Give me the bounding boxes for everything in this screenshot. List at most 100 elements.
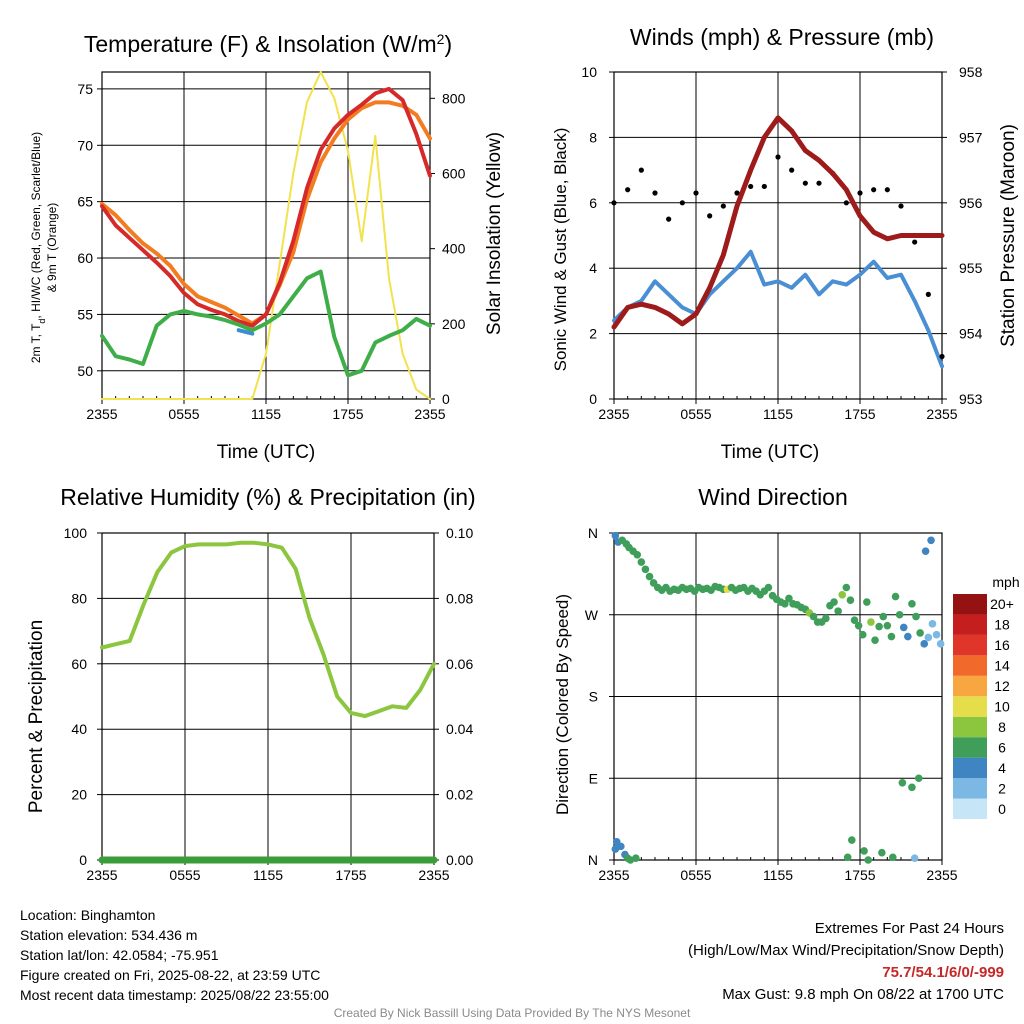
wind-ylabel: Sonic Wind & Gust (Blue, Black)	[551, 128, 570, 372]
wind-y2tick-label: 956	[959, 195, 983, 211]
wind-gust-point	[802, 180, 808, 186]
wdir-title: Wind Direction	[698, 484, 848, 510]
wdir-point	[822, 614, 830, 623]
wdir-point	[891, 592, 900, 601]
wdir-ytick-label: W	[585, 607, 599, 623]
wind-y2label: Station Pressure (Maroon)	[998, 124, 1019, 347]
wdir-point	[860, 847, 868, 855]
wind-gust-point	[939, 353, 945, 360]
extremes-subtitle: (High/Low/Max Wind/Precipitation/Snow De…	[688, 942, 1004, 959]
rh-y2tick-label: 0.00	[446, 852, 473, 868]
wdir-point	[781, 600, 789, 608]
wind-ytick-label: 8	[589, 129, 597, 145]
wind-y2tick-label: 954	[959, 326, 983, 342]
colorbar-swatch	[953, 634, 987, 656]
colorbar-label: 10	[994, 699, 1010, 715]
wdir-xtick-label: 2355	[598, 867, 629, 883]
temp-series-2	[236, 328, 255, 336]
rh-ytick-label: 60	[71, 656, 87, 672]
wdir-point	[850, 616, 859, 624]
temp-y2tick-label: 600	[442, 165, 466, 181]
rh-y2tick-label: 0.10	[446, 525, 473, 541]
rh-y2tick-label: 0.06	[446, 656, 473, 672]
wind-gust-point	[611, 200, 617, 206]
wdir-point	[920, 640, 929, 648]
colorbar-swatch	[953, 778, 987, 799]
extremes-title: Extremes For Past 24 Hours	[814, 920, 1004, 937]
wind-xtick-label: 1155	[763, 406, 793, 422]
temp-y2tick-label: 400	[442, 241, 466, 257]
temp-xtick-label: 2355	[414, 406, 445, 422]
colorbar-label: 20+	[990, 596, 1014, 612]
temp-ytick-label: 60	[77, 250, 93, 266]
wdir-point	[904, 632, 912, 641]
wdir-xtick-label: 2355	[926, 867, 957, 883]
wdir-point	[889, 853, 897, 862]
wind-gust-point	[707, 213, 713, 219]
wdir-point	[875, 622, 883, 631]
wdir-xtick-label: 1755	[844, 867, 875, 883]
wind-xlabel: Time (UTC)	[721, 442, 820, 463]
wind-gust-point	[666, 216, 672, 222]
temp-ytick-label: 55	[77, 306, 93, 322]
wind-ytick-label: 0	[589, 391, 597, 407]
wdir-point	[899, 623, 908, 632]
rh-xtick-label: 1155	[253, 867, 283, 883]
wind-gust-point	[925, 291, 931, 297]
temp-ytick-label: 50	[77, 363, 93, 379]
colorbar-label: 0	[998, 801, 1006, 817]
wdir-point	[895, 610, 904, 619]
station-info: Location: Binghamton Station elevation: …	[20, 905, 329, 1005]
temp-title: Temperature (F) & Insolation (W/m2)	[84, 31, 452, 57]
wind-xtick-label: 2355	[598, 406, 629, 422]
colorbar-swatch	[953, 614, 987, 635]
temp-y2tick-label: 0	[442, 391, 450, 407]
rh-xtick-label: 2355	[86, 867, 117, 883]
wdir-point	[830, 598, 838, 606]
rh-xtick-label: 2355	[418, 867, 449, 883]
colorbar-label: 2	[998, 780, 1006, 796]
temp-ylabel-line1: 2m T, Td, HI/WC (Red, Green, Scarlet/Blu…	[29, 132, 47, 363]
temp-y2tick-label: 200	[442, 316, 466, 332]
rh-xtick-label: 1755	[335, 867, 366, 883]
wdir-point	[879, 612, 888, 621]
wind-y2tick-label: 957	[959, 129, 983, 145]
wind-series-0	[612, 249, 944, 369]
wind-gust-point	[789, 167, 795, 173]
temp-xtick-label: 0555	[168, 406, 199, 422]
wdir-point	[637, 558, 646, 566]
wind-y2tick-label: 953	[959, 391, 983, 407]
colorbar-swatch	[953, 798, 987, 819]
temp-xlabel: Time (UTC)	[217, 442, 316, 463]
rh-ytick-label: 100	[64, 525, 88, 541]
rh-title: Relative Humidity (%) & Precipitation (i…	[60, 484, 475, 510]
wdir-point	[898, 778, 907, 787]
wdir-point	[883, 621, 892, 630]
wdir-point	[809, 612, 818, 621]
wind-gust-point	[720, 203, 726, 209]
latlon-text: Station lat/lon: 42.0584; -75.951	[20, 947, 219, 963]
wdir-point	[908, 783, 916, 792]
wind-gust-point	[761, 183, 767, 190]
wind-gust-point	[898, 203, 904, 209]
wind-y2tick-label: 958	[959, 64, 983, 80]
wdir-point	[785, 594, 793, 603]
wdir-ytick-label: N	[588, 852, 598, 868]
rh-ylabel: Percent & Precipitation	[26, 620, 47, 813]
wdir-ylabel: Direction (Colored By Speed)	[553, 594, 572, 815]
colorbar-swatch	[953, 594, 987, 615]
temp-xtick-label: 2355	[86, 406, 117, 422]
wdir-point	[932, 630, 941, 639]
wind-gust-point	[693, 190, 699, 196]
colorbar-swatch	[953, 696, 987, 717]
colorbar-label: 4	[998, 760, 1006, 776]
wind-gust-point	[679, 200, 685, 206]
wdir-point	[867, 618, 875, 626]
wdir-point	[863, 598, 871, 606]
created-text: Figure created on Fri, 2025-08-22, at 23…	[20, 967, 321, 983]
wdir-point	[838, 590, 847, 599]
wind-ytick-label: 2	[589, 326, 597, 342]
wind-ytick-label: 4	[589, 260, 597, 276]
wind-gust-point	[734, 190, 740, 196]
wind-gust-point	[912, 239, 918, 245]
